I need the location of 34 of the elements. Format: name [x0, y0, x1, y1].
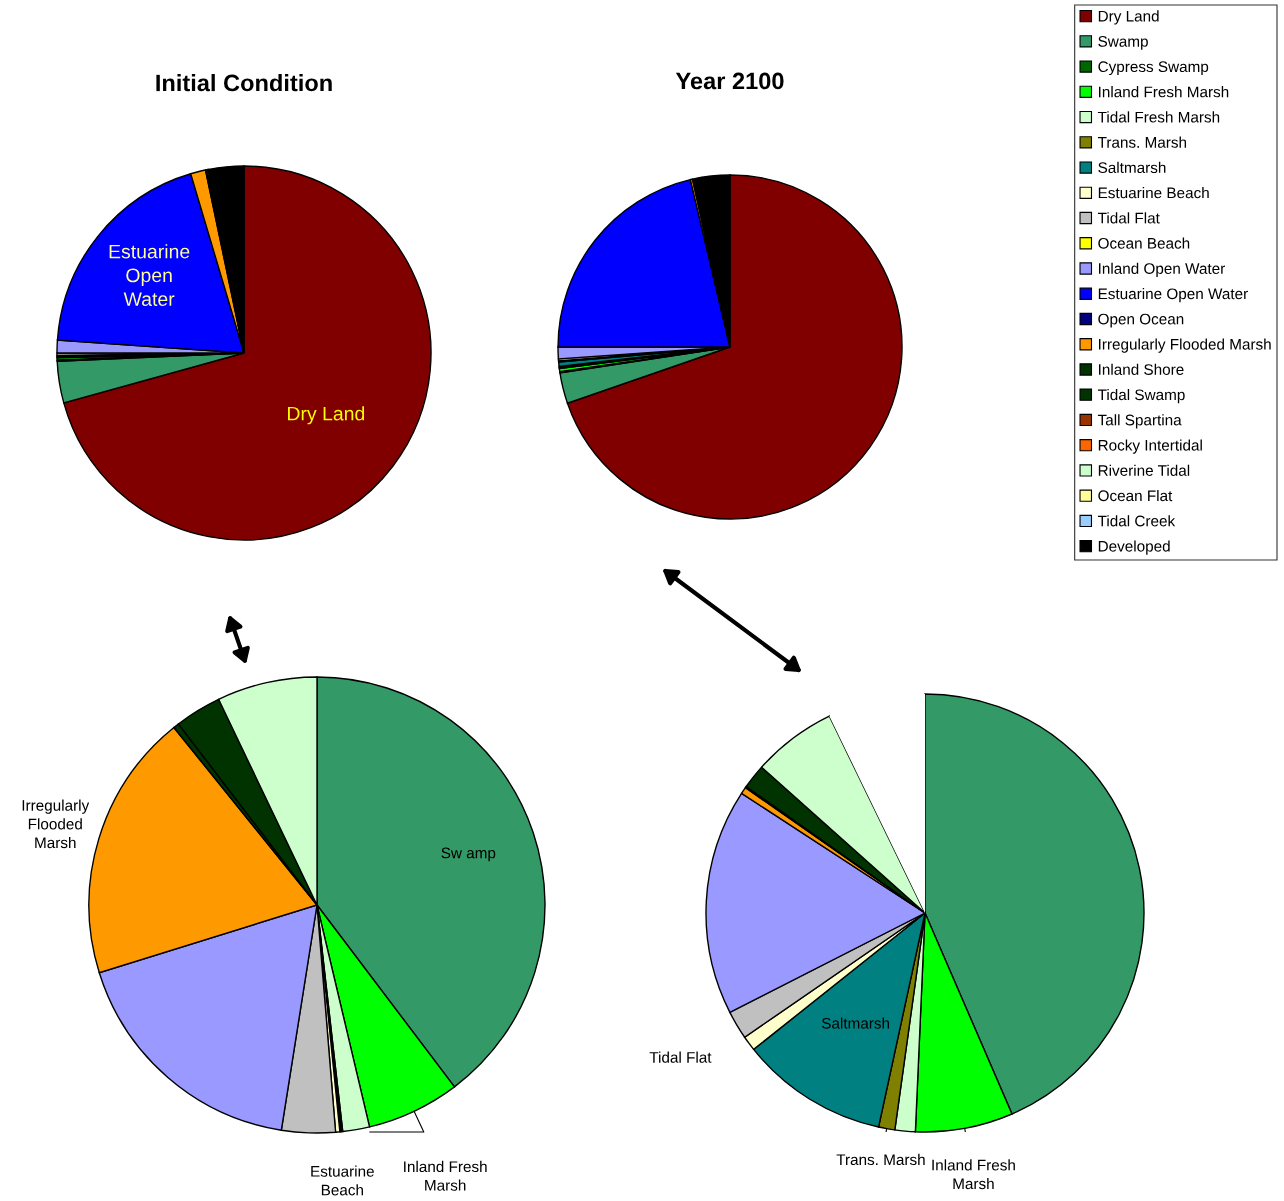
legend-label: Inland Fresh Marsh	[1099, 86, 1229, 98]
legend-label: Riverine Tidal	[1098, 464, 1190, 476]
legend-label: Tidal Creek	[1097, 515, 1176, 527]
data-label: Estuarine Open Water	[109, 244, 190, 306]
legend-label: Ocean Flat	[1098, 489, 1173, 502]
legend-label: Dry Land	[1098, 10, 1159, 25]
chart-title: Year 2100	[675, 72, 784, 90]
legend-label: Tidal Fresh Marsh	[1097, 111, 1220, 123]
slice-label: Saltmarsh	[821, 1017, 890, 1029]
data-label: Dry Land	[288, 406, 365, 425]
slice-label: Sw amp	[441, 847, 496, 862]
text: Initial Condition	[156, 74, 332, 92]
slice-label: Irregularly Flooded Marsh	[22, 799, 90, 849]
legend-label: Tidal Swamp	[1097, 388, 1185, 404]
legend-label: Inland Shore	[1099, 363, 1184, 375]
legend-label: Trans. Marsh	[1097, 136, 1187, 148]
legend-label: Developed	[1098, 540, 1170, 555]
legend-label: Tall Spartina	[1097, 414, 1182, 429]
legend-label: Swamp	[1098, 35, 1148, 50]
slice-label: Tidal Flat	[649, 1051, 712, 1063]
legend-label: Estuarine Beach	[1098, 187, 1209, 199]
slice-label: Inland Fresh Marsh	[404, 1160, 487, 1191]
legend-label: Tidal Flat	[1097, 212, 1160, 224]
legend-label: Irregularly Flooded Marsh	[1099, 338, 1271, 353]
legend-label: Rocky Intertidal	[1098, 439, 1202, 454]
slice-label: Inland Fresh Marsh	[932, 1159, 1015, 1190]
slice-label: Trans. Marsh	[836, 1153, 925, 1166]
legend-label: Cypress Swamp	[1098, 61, 1209, 76]
slice-label: Estuarine Beach	[311, 1165, 374, 1196]
legend-label: Estuarine Open Water	[1098, 288, 1248, 303]
legend-label: Inland Open Water	[1099, 262, 1226, 278]
legend-label: Saltmarsh	[1098, 161, 1166, 174]
legend-label: Ocean Beach	[1098, 237, 1190, 249]
legend-label: Open Ocean	[1098, 313, 1184, 328]
